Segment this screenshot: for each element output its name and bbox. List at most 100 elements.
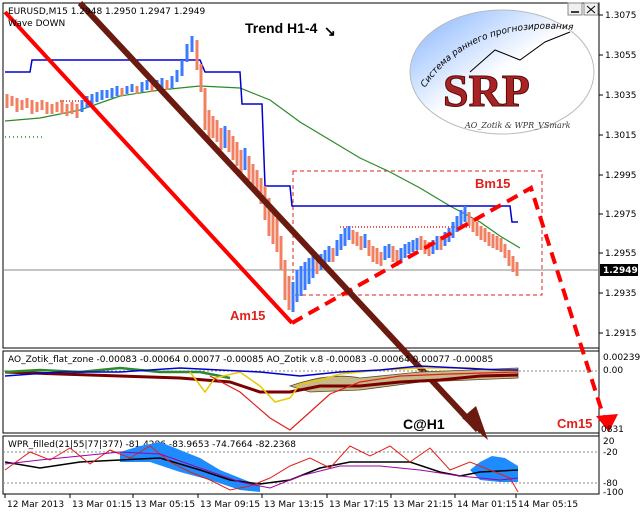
price-bar (283, 260, 287, 300)
time-tick-label: 13 Mar 17:15 (329, 500, 389, 510)
price-bar (427, 242, 431, 256)
price-bar (130, 84, 134, 92)
wpr-tick-label: -20 (603, 448, 618, 458)
time-tick-label: 14 Mar 01:15 (457, 500, 517, 510)
price-bar (363, 234, 367, 248)
price-bar (223, 126, 227, 148)
price-bar (255, 170, 259, 196)
time-tick-label: 13 Mar 21:15 (393, 500, 453, 510)
logo-srp-text: SRP (443, 65, 530, 116)
price-bar (195, 40, 199, 70)
ao-scale: 0.00239 0.00 (603, 353, 640, 376)
time-tick-label: 14 Mar 05:15 (518, 500, 578, 510)
price-bar (323, 250, 327, 266)
wave-label-bm15: Bm15 (475, 176, 510, 191)
logo-credit-text: AO_Zotik & WPR_VSmark (464, 121, 571, 130)
price-tick-label: 1.3015 (605, 131, 637, 141)
price-bar (455, 216, 459, 232)
price-bar (395, 250, 399, 266)
ao-tick-label: 0.00239 (603, 353, 640, 363)
wave-b-line (291, 185, 606, 419)
price-bar (419, 236, 423, 250)
price-bar (383, 246, 387, 260)
wave-c-arrowhead (596, 414, 618, 432)
price-bar (10, 96, 14, 106)
current-price-tag (600, 264, 638, 276)
price-bar (235, 142, 239, 166)
price-bar (483, 228, 487, 242)
price-bar (371, 246, 375, 262)
price-bar (407, 242, 411, 254)
price-bar (459, 210, 463, 226)
price-bar (495, 236, 499, 250)
price-bar (65, 104, 69, 116)
price-bar (259, 178, 263, 204)
price-bar (343, 228, 347, 246)
price-bar (140, 82, 144, 92)
price-bar (239, 150, 243, 174)
price-bar (243, 148, 247, 170)
wave-a-line (3, 10, 294, 325)
time-axis[interactable]: 12 Mar 2013 13 Mar 01:15 13 Mar 05:15 13 Ma… (4, 494, 578, 510)
price-bar (415, 238, 419, 250)
price-tick-label: 1.3075 (605, 11, 637, 21)
price-bar (431, 240, 435, 254)
trend-arrow-icon: ↘ (324, 23, 336, 39)
price-bar (311, 256, 315, 278)
price-bar (331, 248, 335, 262)
price-bar (355, 232, 359, 246)
indicator-label: Wave DOWN (8, 19, 65, 29)
price-bar (451, 222, 455, 238)
price-bar (203, 88, 207, 130)
price-bar (507, 250, 511, 266)
price-bar (463, 206, 467, 222)
price-bar (45, 102, 49, 114)
channel-arrow-line (77, 0, 481, 433)
symbol-header: EURUSD,M15 1.2948 1.2950 1.2947 1.2949 (8, 7, 206, 17)
price-bar (475, 222, 479, 236)
price-bar (279, 236, 283, 270)
price-bar (271, 210, 275, 244)
wpr-tick-label: -80 (603, 479, 618, 489)
price-bar (387, 244, 391, 258)
price-bar (50, 104, 54, 114)
price-bar (25, 98, 29, 108)
price-bar (491, 234, 495, 248)
price-bar (90, 94, 94, 104)
price-bar (307, 258, 311, 284)
time-tick-label: 13 Mar 05:15 (135, 500, 195, 510)
minimize-button[interactable] (567, 2, 583, 16)
price-bar (145, 80, 149, 90)
price-bar (403, 244, 407, 258)
price-bar (247, 156, 251, 180)
srp-logo: Система раннего прогнозирования SRP AO_Z… (409, 9, 595, 135)
price-bar (499, 238, 503, 252)
price-bar (443, 232, 447, 246)
close-button[interactable] (583, 2, 599, 16)
price-bar (165, 80, 169, 90)
price-bar (375, 248, 379, 264)
price-bar (135, 86, 139, 94)
price-bar (15, 98, 19, 112)
price-tick-label: 1.2915 (605, 329, 637, 339)
wave-label-c-h1: C@H1 (403, 416, 445, 432)
ao-blue-line (4, 365, 518, 377)
price-bar (347, 226, 351, 240)
price-bar (110, 88, 114, 98)
price-bar (439, 236, 443, 250)
price-bar (379, 252, 383, 266)
time-tick-label: 12 Mar 2013 (7, 500, 64, 510)
price-bar (471, 218, 475, 232)
price-bar (211, 116, 215, 138)
wave-label-am15: Am15 (230, 308, 265, 323)
price-bar (435, 236, 439, 250)
ao-yellow-line (189, 367, 519, 403)
price-bar (315, 260, 319, 274)
price-scale[interactable]: 1.3075 1.3055 1.3035 1.3015 1.2995 1.2975 1.29… (599, 11, 637, 339)
price-bar (125, 86, 129, 94)
wpr-scale: 20-20 -80-100 (603, 437, 624, 498)
wpr-magenta-line (4, 451, 519, 489)
time-tick-label: 13 Mar 09:15 (200, 500, 260, 510)
price-bar (287, 276, 291, 310)
